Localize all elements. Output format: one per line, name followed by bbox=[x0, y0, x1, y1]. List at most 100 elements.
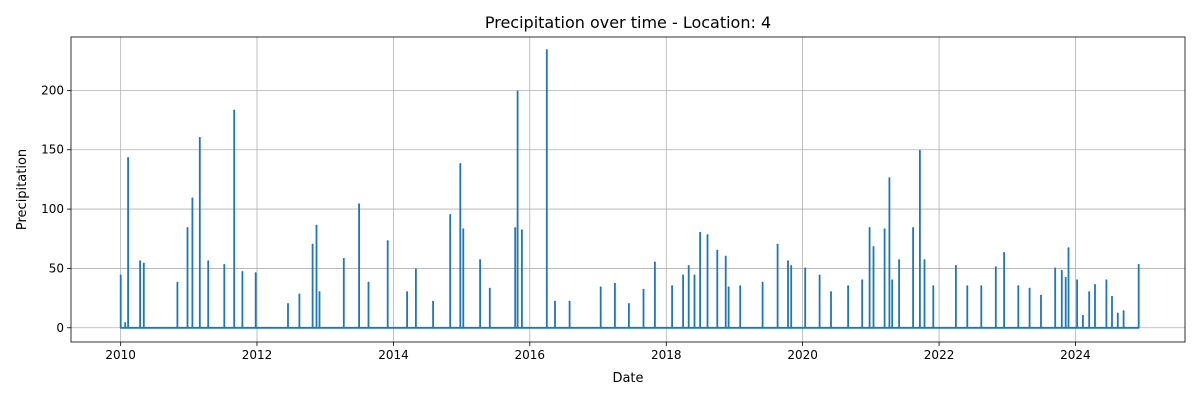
data-point bbox=[186, 227, 189, 229]
data-point bbox=[191, 197, 194, 200]
data-point bbox=[804, 267, 807, 270]
data-point bbox=[318, 291, 321, 294]
precipitation-series-line bbox=[119, 49, 1140, 329]
data-point bbox=[830, 291, 832, 294]
data-point bbox=[954, 265, 957, 267]
data-point bbox=[139, 260, 141, 263]
data-point bbox=[614, 282, 616, 285]
data-point bbox=[1054, 267, 1057, 270]
data-point bbox=[459, 163, 462, 165]
y-tick-label: 50 bbox=[49, 261, 64, 275]
data-point bbox=[923, 259, 926, 262]
data-point bbox=[739, 285, 742, 288]
data-point bbox=[1028, 287, 1031, 290]
data-point bbox=[462, 228, 465, 231]
chart-title: Precipitation over time - Location: 4 bbox=[485, 13, 771, 32]
data-point bbox=[311, 243, 314, 246]
data-point bbox=[671, 285, 673, 288]
data-point bbox=[386, 240, 389, 243]
x-tick-label: 2018 bbox=[651, 348, 682, 362]
data-point bbox=[516, 90, 519, 93]
data-point bbox=[521, 229, 523, 232]
data-point bbox=[932, 285, 935, 288]
x-tick-label: 2010 bbox=[105, 348, 136, 362]
data-point bbox=[847, 285, 850, 288]
data-point bbox=[315, 224, 318, 227]
data-point bbox=[254, 272, 257, 275]
data-point bbox=[124, 322, 127, 324]
data-point bbox=[682, 274, 684, 277]
data-point bbox=[488, 287, 491, 290]
plot-frame bbox=[70, 36, 1186, 343]
data-point bbox=[687, 265, 690, 267]
data-point bbox=[545, 49, 548, 51]
y-axis-label: Precipitation bbox=[15, 149, 30, 230]
data-point bbox=[1111, 296, 1113, 298]
data-point bbox=[198, 136, 201, 139]
x-tick-label: 2024 bbox=[1060, 348, 1091, 362]
y-tick-label: 0 bbox=[56, 321, 64, 335]
data-point bbox=[358, 203, 361, 206]
data-point bbox=[888, 177, 891, 180]
series-layer bbox=[119, 49, 1140, 329]
data-point bbox=[883, 228, 886, 231]
data-point bbox=[1105, 279, 1108, 282]
data-point bbox=[1116, 312, 1119, 315]
data-point bbox=[233, 109, 236, 112]
data-point bbox=[1100, 326, 1103, 329]
data-point bbox=[287, 303, 289, 305]
data-point bbox=[1129, 326, 1132, 329]
data-point bbox=[1137, 263, 1140, 266]
data-point bbox=[599, 286, 602, 289]
data-point bbox=[241, 271, 244, 273]
data-point bbox=[223, 263, 226, 266]
data-point bbox=[818, 274, 821, 277]
data-point bbox=[693, 274, 696, 277]
data-point bbox=[699, 231, 701, 234]
data-point bbox=[414, 268, 417, 271]
data-point bbox=[207, 260, 210, 263]
data-point bbox=[724, 255, 727, 258]
data-point bbox=[642, 288, 645, 291]
data-point bbox=[966, 285, 969, 288]
data-point bbox=[1017, 285, 1020, 288]
data-point bbox=[1076, 279, 1078, 282]
data-point bbox=[994, 266, 997, 269]
data-point bbox=[787, 260, 789, 263]
data-point bbox=[1134, 326, 1137, 329]
data-point bbox=[1067, 247, 1070, 250]
x-tick-label: 2012 bbox=[242, 348, 273, 362]
data-point bbox=[1040, 294, 1042, 297]
data-point bbox=[891, 279, 894, 282]
data-point bbox=[706, 234, 709, 237]
x-tick-label: 2016 bbox=[515, 348, 546, 362]
data-point bbox=[367, 281, 370, 284]
y-tick-label: 200 bbox=[41, 83, 64, 97]
data-point bbox=[1088, 291, 1091, 294]
data-point bbox=[1094, 284, 1096, 286]
data-point bbox=[716, 249, 719, 252]
data-point bbox=[432, 300, 434, 303]
data-point bbox=[1122, 310, 1125, 313]
data-point bbox=[790, 265, 793, 267]
data-point bbox=[479, 259, 482, 262]
data-point bbox=[918, 150, 921, 152]
data-point bbox=[868, 227, 871, 229]
data-point bbox=[406, 291, 409, 294]
data-point bbox=[514, 227, 517, 229]
data-point bbox=[554, 300, 556, 303]
data-point bbox=[912, 227, 915, 229]
data-point bbox=[980, 285, 983, 288]
data-point bbox=[342, 258, 345, 260]
data-point bbox=[1060, 269, 1063, 272]
data-point bbox=[176, 281, 179, 284]
x-tick-label: 2022 bbox=[924, 348, 955, 362]
data-point bbox=[776, 243, 779, 246]
data-point bbox=[872, 246, 875, 248]
data-point bbox=[727, 286, 730, 289]
data-point bbox=[142, 262, 145, 265]
x-axis-label: Date bbox=[612, 371, 643, 386]
data-point bbox=[1064, 277, 1067, 279]
data-point bbox=[298, 293, 301, 296]
